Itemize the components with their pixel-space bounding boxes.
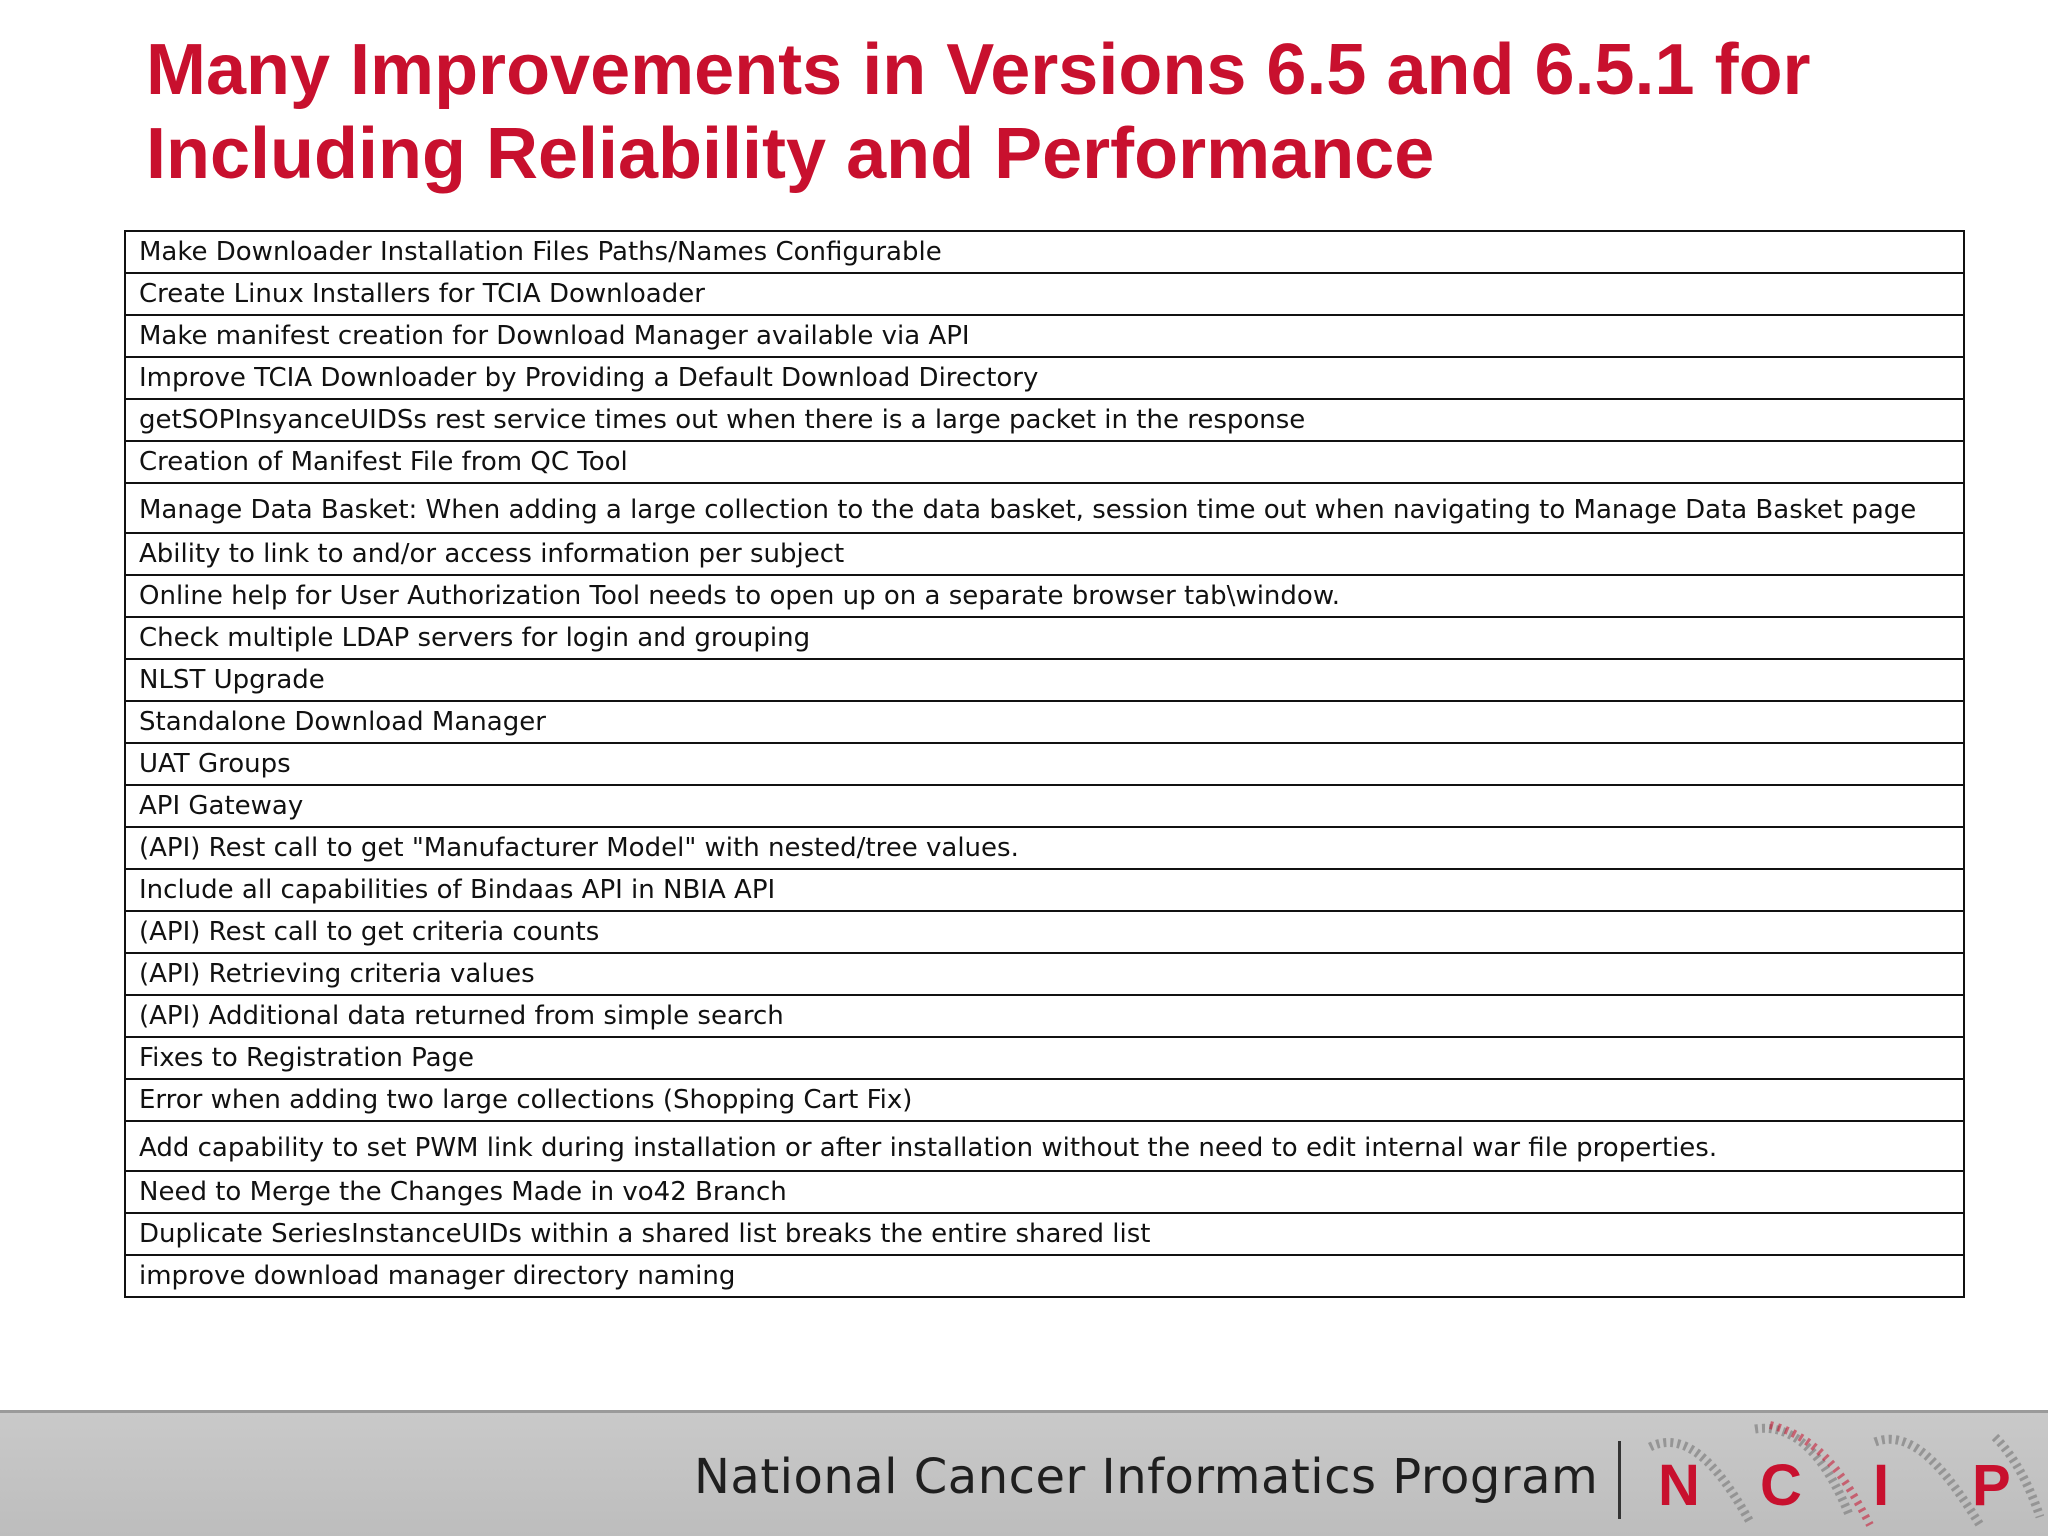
table-cell: Check multiple LDAP servers for login an… (124, 616, 1965, 660)
table-row: Manage Data Basket: When adding a large … (124, 482, 1965, 534)
table-cell: Make Downloader Installation Files Paths… (124, 230, 1965, 274)
table-row: (API) Retrieving criteria values (124, 952, 1965, 996)
table-row: Improve TCIA Downloader by Providing a D… (124, 356, 1965, 400)
logo-letter-c: C (1760, 1453, 1802, 1518)
table-cell: Make manifest creation for Download Mana… (124, 314, 1965, 358)
table-cell: improve download manager directory namin… (124, 1254, 1965, 1298)
slide-title: Many Improvements in Versions 6.5 and 6.… (146, 28, 1986, 196)
table-row: Ability to link to and/or access informa… (124, 532, 1965, 576)
table-cell: Online help for User Authorization Tool … (124, 574, 1965, 618)
title-line-1: Many Improvements in Versions 6.5 and 6.… (146, 30, 1811, 110)
logo-letter-p: P (1972, 1453, 2011, 1518)
table-row: Make manifest creation for Download Mana… (124, 314, 1965, 358)
table-row: Create Linux Installers for TCIA Downloa… (124, 272, 1965, 316)
table-row: Online help for User Authorization Tool … (124, 574, 1965, 618)
table-row: Need to Merge the Changes Made in vo42 B… (124, 1170, 1965, 1214)
table-cell: API Gateway (124, 784, 1965, 828)
table-cell: Need to Merge the Changes Made in vo42 B… (124, 1170, 1965, 1214)
table-row: Check multiple LDAP servers for login an… (124, 616, 1965, 660)
table-row: Duplicate SeriesInstanceUIDs within a sh… (124, 1212, 1965, 1256)
table-cell: (API) Additional data returned from simp… (124, 994, 1965, 1038)
table-cell: (API) Rest call to get "Manufacturer Mod… (124, 826, 1965, 870)
table-row: API Gateway (124, 784, 1965, 828)
table-cell: Ability to link to and/or access informa… (124, 532, 1965, 576)
table-row: Creation of Manifest File from QC Tool (124, 440, 1965, 484)
table-row: NLST Upgrade (124, 658, 1965, 702)
title-line-2: Including Reliability and Performance (146, 114, 1435, 194)
table-cell: Improve TCIA Downloader by Providing a D… (124, 356, 1965, 400)
improvements-table: Make Downloader Installation Files Paths… (124, 230, 1965, 1298)
table-row: Add capability to set PWM link during in… (124, 1120, 1965, 1172)
table-cell: Create Linux Installers for TCIA Downloa… (124, 272, 1965, 316)
logo-letter-i: I (1873, 1453, 1889, 1518)
table-cell: Manage Data Basket: When adding a large … (124, 482, 1965, 534)
table-cell: getSOPInsyanceUIDSs rest service times o… (124, 398, 1965, 442)
table-row: improve download manager directory namin… (124, 1254, 1965, 1298)
table-cell: Standalone Download Manager (124, 700, 1965, 744)
table-cell: NLST Upgrade (124, 658, 1965, 702)
table-cell: (API) Retrieving criteria values (124, 952, 1965, 996)
table-row: Standalone Download Manager (124, 700, 1965, 744)
table-cell: Duplicate SeriesInstanceUIDs within a sh… (124, 1212, 1965, 1256)
table-row: getSOPInsyanceUIDSs rest service times o… (124, 398, 1965, 442)
table-cell: Creation of Manifest File from QC Tool (124, 440, 1965, 484)
table-row: Error when adding two large collections … (124, 1078, 1965, 1122)
table-cell: Error when adding two large collections … (124, 1078, 1965, 1122)
table-cell: Add capability to set PWM link during in… (124, 1120, 1965, 1172)
table-row: (API) Rest call to get criteria counts (124, 910, 1965, 954)
logo-letter-n: N (1658, 1453, 1700, 1518)
table-row: (API) Rest call to get "Manufacturer Mod… (124, 826, 1965, 870)
footer-divider (1618, 1441, 1621, 1519)
footer-bar: National Cancer Informatics Program N C … (0, 1410, 2048, 1536)
table-cell: UAT Groups (124, 742, 1965, 786)
table-row: Include all capabilities of Bindaas API … (124, 868, 1965, 912)
table-row: (API) Additional data returned from simp… (124, 994, 1965, 1038)
table-row: Fixes to Registration Page (124, 1036, 1965, 1080)
table-row: UAT Groups (124, 742, 1965, 786)
table-cell: (API) Rest call to get criteria counts (124, 910, 1965, 954)
table-cell: Fixes to Registration Page (124, 1036, 1965, 1080)
table-cell: Include all capabilities of Bindaas API … (124, 868, 1965, 912)
ncip-logo-icon: N C I P (1647, 1421, 2044, 1528)
table-row: Make Downloader Installation Files Paths… (124, 230, 1965, 274)
program-name: National Cancer Informatics Program (694, 1449, 1599, 1505)
